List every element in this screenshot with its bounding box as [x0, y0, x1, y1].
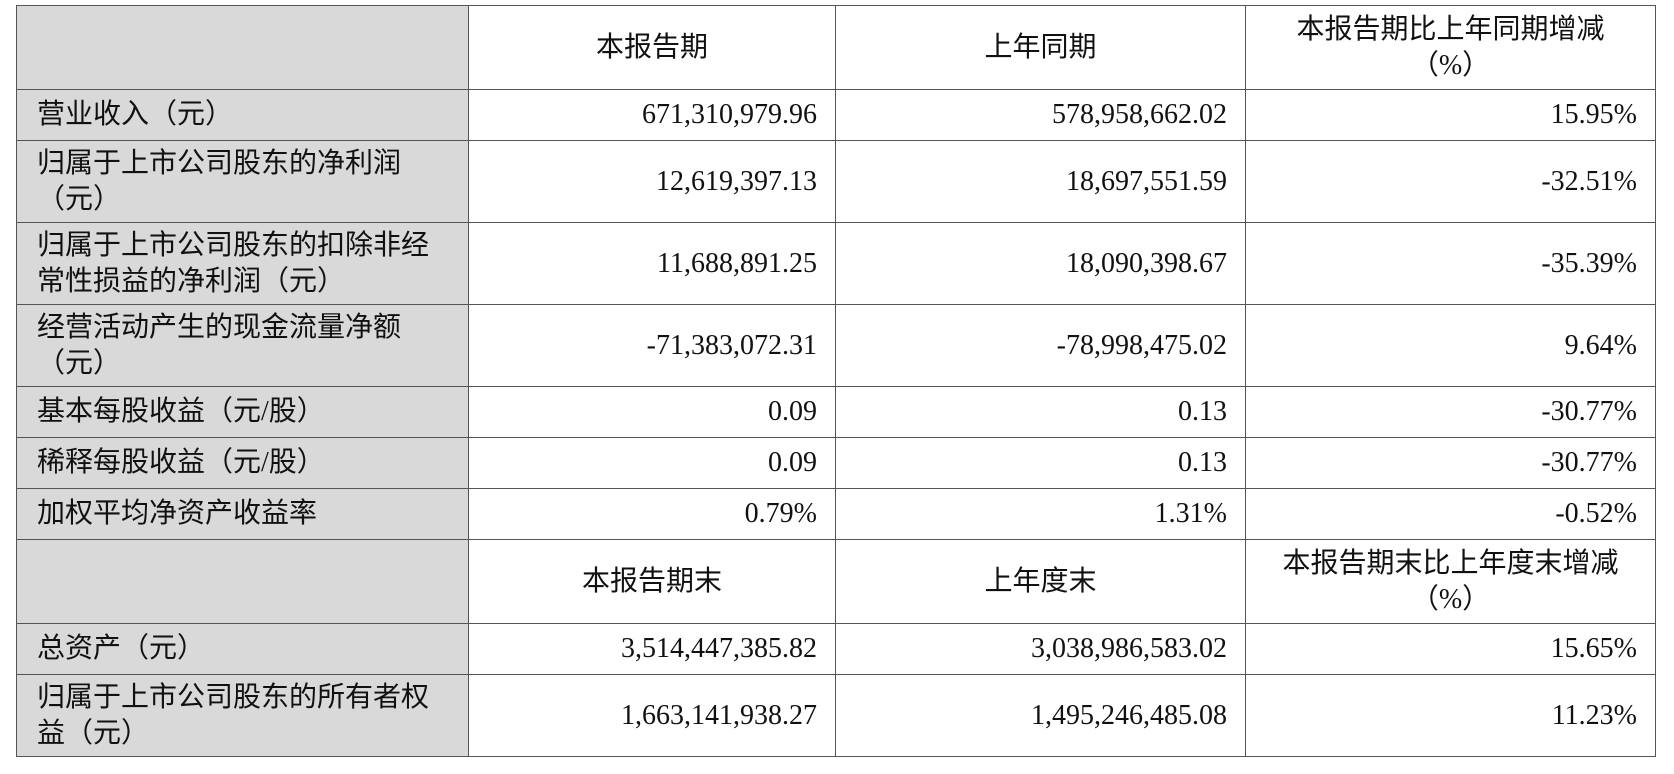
data-row: 归属于上市公司股东的所有者权益（元） 1,663,141,938.27 1,495,…	[16, 674, 1656, 757]
value-cell: 1,663,141,938.27	[468, 674, 836, 757]
value-cell: -71,383,072.31	[468, 304, 836, 387]
value-cell: 0.13	[835, 437, 1246, 489]
value-cell: 1.31%	[835, 488, 1246, 540]
financial-table: 本报告期 上年同期 本报告期比上年同期增减（%） 营业收入（元） 671,310,979…	[16, 5, 1656, 757]
row-label: 加权平均净资产收益率	[16, 488, 469, 540]
column-header: 本报告期末比上年度末增减（%）	[1245, 539, 1656, 624]
value-cell: 0.09	[468, 386, 836, 438]
data-row: 经营活动产生的现金流量净额（元） -71,383,072.31 -78,998,47…	[16, 304, 1656, 387]
value-cell: 578,958,662.02	[835, 89, 1246, 141]
row-label: 总资产（元）	[16, 623, 469, 675]
data-row: 营业收入（元） 671,310,979.96 578,958,662.02 15.95…	[16, 89, 1656, 141]
row-label: 基本每股收益（元/股）	[16, 386, 469, 438]
value-cell: 0.13	[835, 386, 1246, 438]
value-cell: -32.51%	[1245, 140, 1656, 223]
value-cell: 0.09	[468, 437, 836, 489]
value-cell: 9.64%	[1245, 304, 1656, 387]
column-header: 本报告期末	[468, 539, 836, 624]
value-cell: 3,038,986,583.02	[835, 623, 1246, 675]
data-row: 归属于上市公司股东的净利润（元） 12,619,397.13 18,697,551.…	[16, 140, 1656, 223]
value-cell: 12,619,397.13	[468, 140, 836, 223]
value-cell: 671,310,979.96	[468, 89, 836, 141]
header-row: 本报告期末 上年度末 本报告期末比上年度末增减（%）	[16, 539, 1656, 624]
value-cell: 3,514,447,385.82	[468, 623, 836, 675]
row-label: 经营活动产生的现金流量净额（元）	[16, 304, 469, 387]
column-header: 本报告期比上年同期增减（%）	[1245, 5, 1656, 90]
header-row: 本报告期 上年同期 本报告期比上年同期增减（%）	[16, 5, 1656, 90]
row-label: 归属于上市公司股东的扣除非经常性损益的净利润（元）	[16, 222, 469, 305]
value-cell: -0.52%	[1245, 488, 1656, 540]
value-cell: -30.77%	[1245, 386, 1656, 438]
value-cell: 15.65%	[1245, 623, 1656, 675]
row-label: 稀释每股收益（元/股）	[16, 437, 469, 489]
data-row: 基本每股收益（元/股） 0.09 0.13 -30.77%	[16, 386, 1656, 438]
value-cell: 1,495,246,485.08	[835, 674, 1246, 757]
row-label: 归属于上市公司股东的净利润（元）	[16, 140, 469, 223]
header-blank	[16, 539, 469, 624]
data-row: 总资产（元） 3,514,447,385.82 3,038,986,583.02 15…	[16, 623, 1656, 675]
value-cell: -78,998,475.02	[835, 304, 1246, 387]
column-header: 上年同期	[835, 5, 1246, 90]
value-cell: 18,090,398.67	[835, 222, 1246, 305]
value-cell: 0.79%	[468, 488, 836, 540]
column-header: 本报告期	[468, 5, 836, 90]
column-header: 上年度末	[835, 539, 1246, 624]
value-cell: 11.23%	[1245, 674, 1656, 757]
value-cell: 15.95%	[1245, 89, 1656, 141]
value-cell: -30.77%	[1245, 437, 1656, 489]
value-cell: 11,688,891.25	[468, 222, 836, 305]
value-cell: -35.39%	[1245, 222, 1656, 305]
row-label: 营业收入（元）	[16, 89, 469, 141]
header-blank	[16, 5, 469, 90]
data-row: 稀释每股收益（元/股） 0.09 0.13 -30.77%	[16, 437, 1656, 489]
row-label: 归属于上市公司股东的所有者权益（元）	[16, 674, 469, 757]
data-row: 归属于上市公司股东的扣除非经常性损益的净利润（元） 11,688,891.25 18…	[16, 222, 1656, 305]
data-row: 加权平均净资产收益率 0.79% 1.31% -0.52%	[16, 488, 1656, 540]
value-cell: 18,697,551.59	[835, 140, 1246, 223]
